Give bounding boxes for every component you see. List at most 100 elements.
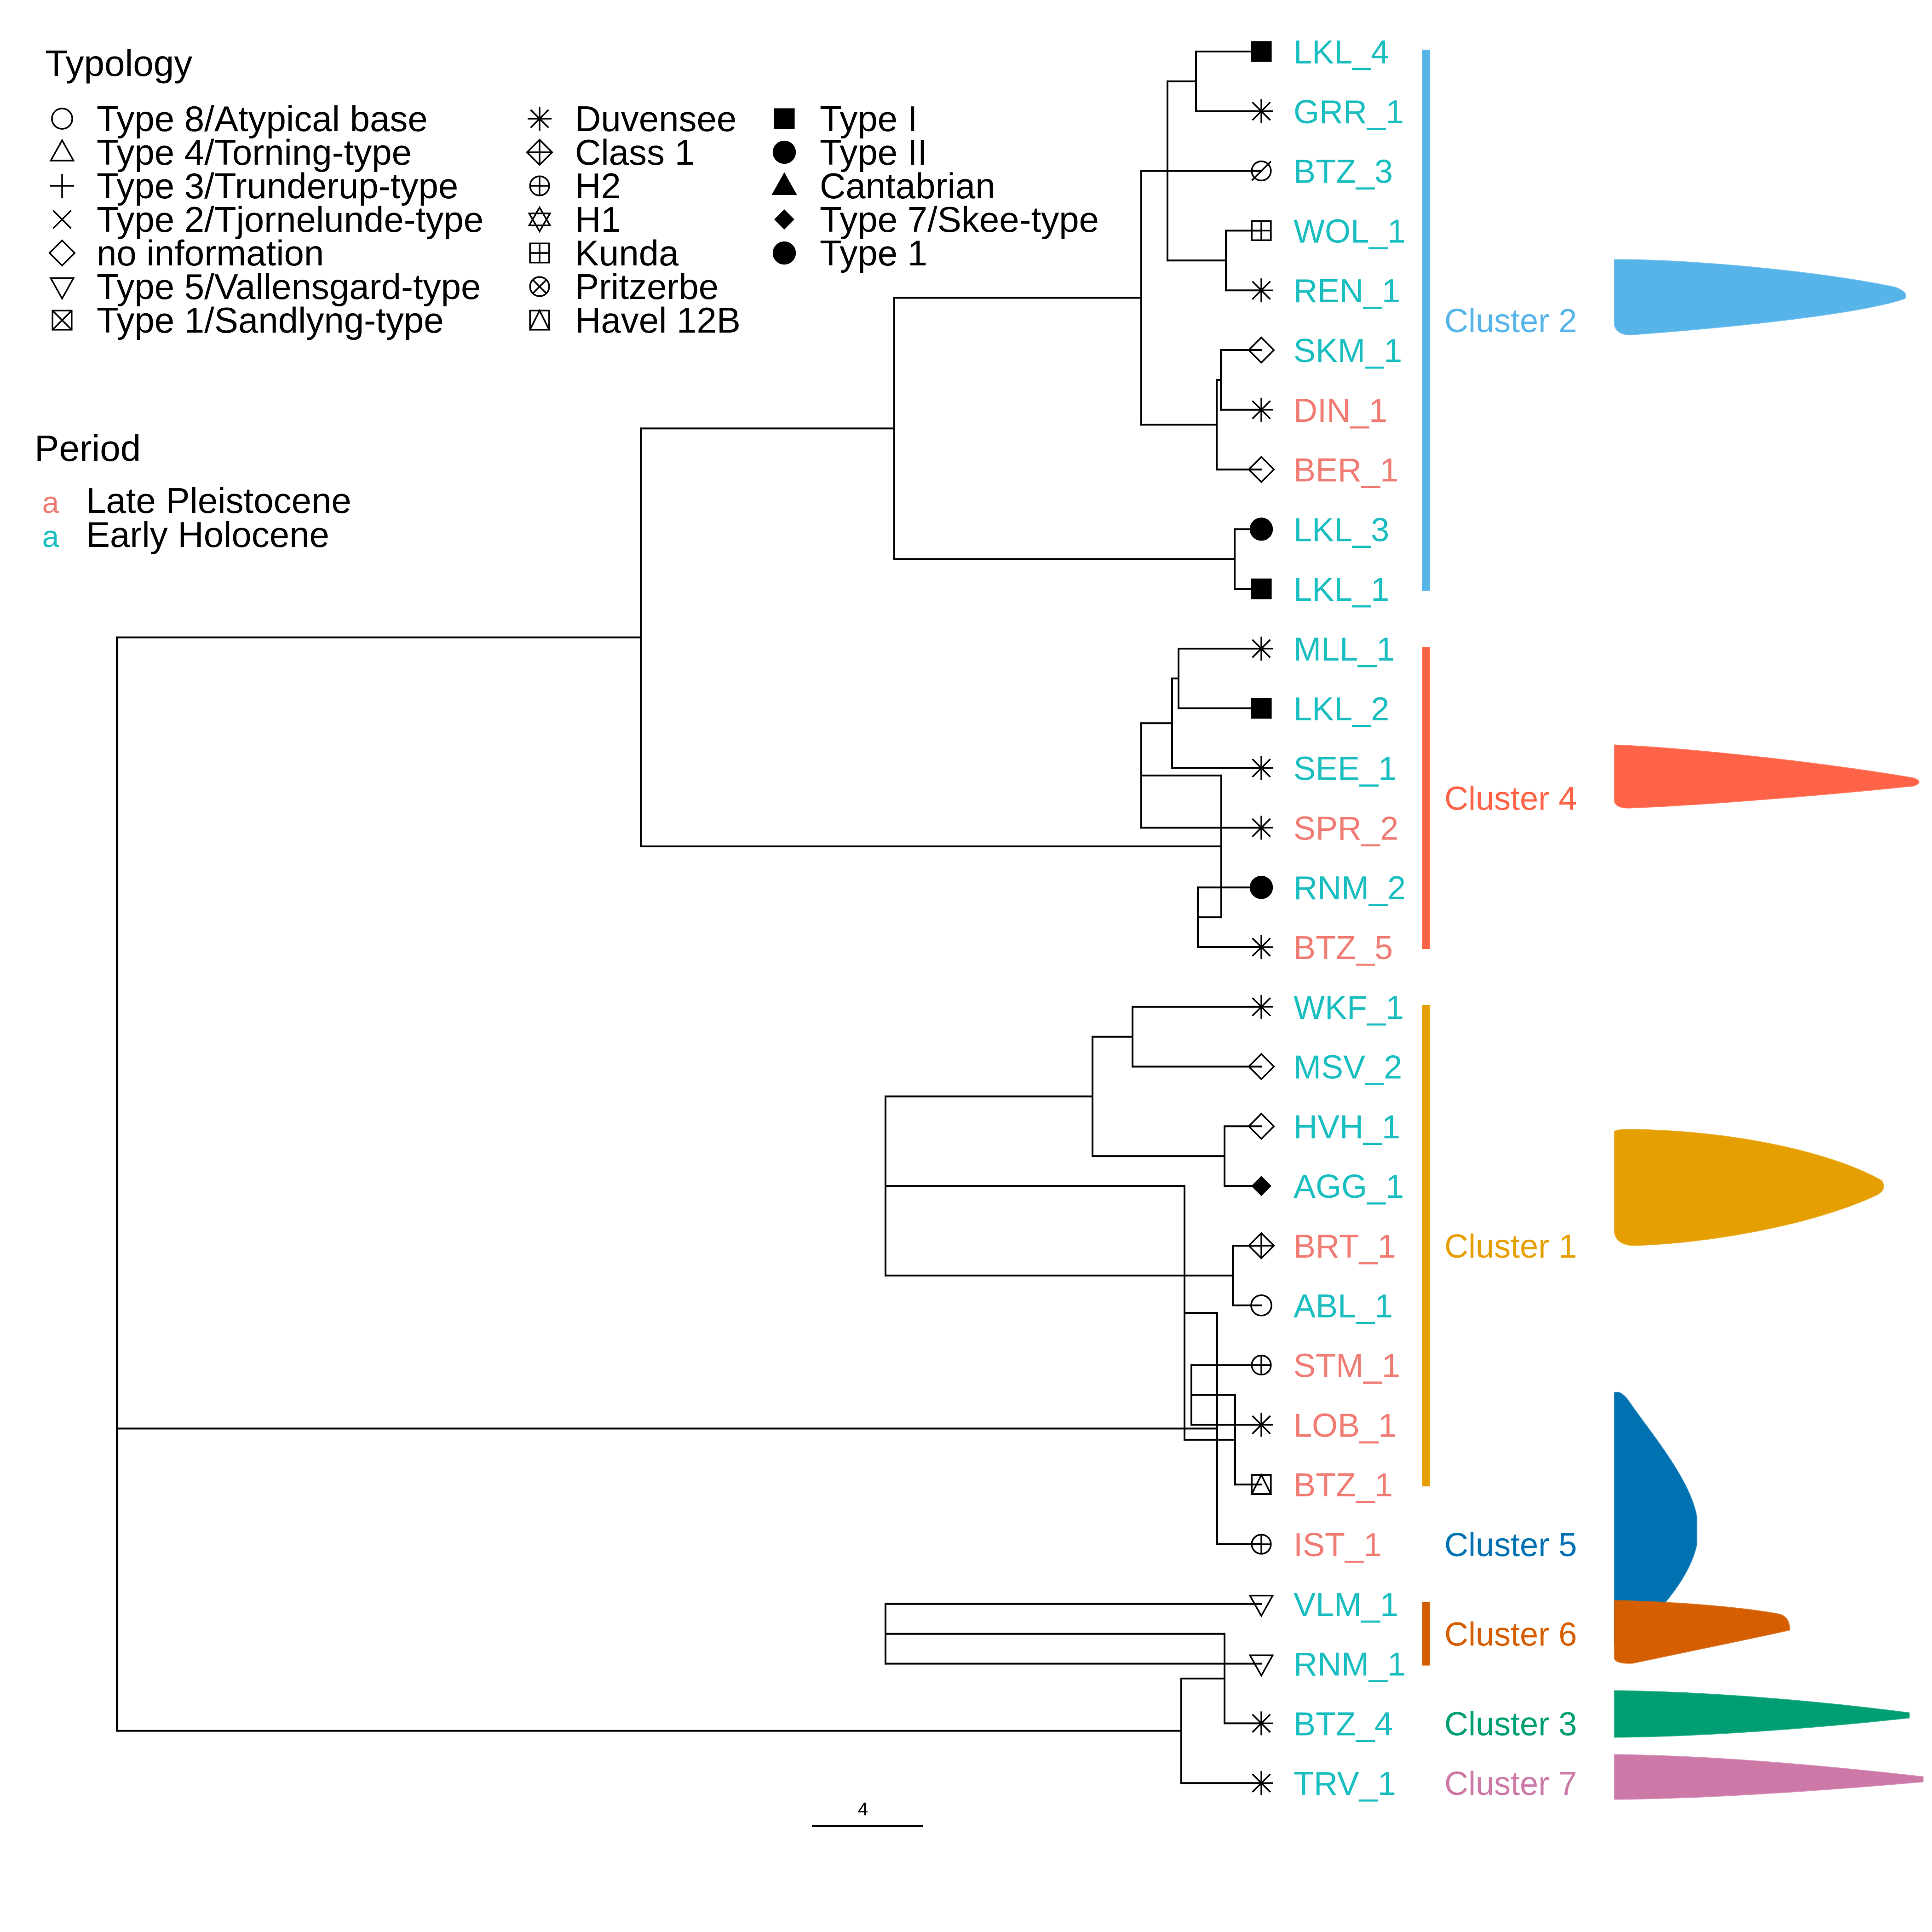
typology-legend-label: Havel 12B xyxy=(575,300,741,340)
square-triangle-icon xyxy=(529,309,551,331)
cluster-cluster-7: Cluster 7 xyxy=(1444,1754,1924,1802)
tree-tip: BRT_1 xyxy=(1248,1228,1396,1265)
scale-bar: 4 xyxy=(812,1799,923,1827)
star-of-david-icon xyxy=(528,206,552,233)
typology-legend-label: Pritzerbe xyxy=(575,266,719,307)
cluster-label: Cluster 1 xyxy=(1444,1228,1577,1265)
tip-label: RNM_2 xyxy=(1294,870,1406,907)
tip-label: LKL_3 xyxy=(1294,512,1389,548)
tree-tip: TRV_1 xyxy=(1249,1765,1396,1802)
triangle-down-open-icon xyxy=(1248,1654,1274,1678)
asterisk-icon xyxy=(1249,756,1273,780)
tree-tip: BTZ_1 xyxy=(1250,1467,1393,1504)
tip-label: WKF_1 xyxy=(1294,989,1404,1026)
cluster-outline-shape xyxy=(1614,744,1920,809)
tree-tip: BTZ_5 xyxy=(1249,930,1393,966)
cluster-cluster-5: Cluster 5 xyxy=(1444,1392,1697,1644)
square-filled-icon xyxy=(1251,698,1272,719)
tip-label: LKL_1 xyxy=(1294,571,1389,608)
typology-legend-item: Type I xyxy=(774,98,917,139)
typology-legend-label: Kunda xyxy=(575,233,679,273)
typology-legend-item: Type 4/Torning-type xyxy=(49,132,412,172)
cluster-outline-shape xyxy=(1614,1690,1910,1738)
typology-legend-item: no information xyxy=(48,233,324,273)
tree-tip: SKM_1 xyxy=(1248,333,1402,369)
cluster-outline-shape xyxy=(1614,259,1906,335)
asterisk-icon xyxy=(1249,995,1273,1019)
cluster-label: Cluster 2 xyxy=(1444,303,1577,339)
tip-label: MSV_2 xyxy=(1294,1049,1402,1086)
tip-label: RNM_1 xyxy=(1294,1646,1406,1683)
asterisk-icon xyxy=(1249,1771,1273,1795)
cluster-label: Cluster 5 xyxy=(1444,1527,1577,1564)
tree-tip: BTZ_3 xyxy=(1251,154,1393,190)
period-legend-item: a Late Pleistocene xyxy=(42,480,351,521)
tip-label: BTZ_5 xyxy=(1294,930,1393,966)
tip-label: MLL_1 xyxy=(1294,631,1395,668)
square-filled-icon xyxy=(1251,41,1272,62)
cluster-cluster-2: Cluster 2 xyxy=(1422,50,1906,591)
tip-label: BER_1 xyxy=(1294,452,1398,489)
typology-legend-label: Type 7/Skee-type xyxy=(820,199,1099,240)
period-legend-item: a Early Holocene xyxy=(42,514,329,555)
tree-tip: IST_1 xyxy=(1251,1527,1382,1564)
square-filled-icon xyxy=(1251,578,1272,599)
tree-tip: LKL_3 xyxy=(1249,512,1389,548)
tip-label: AGG_1 xyxy=(1294,1168,1404,1205)
tree-tip: RNM_2 xyxy=(1249,870,1406,907)
tree-tip: WKF_1 xyxy=(1249,989,1404,1026)
circle-filled-icon xyxy=(772,140,796,164)
circle-filled-icon xyxy=(1249,518,1273,541)
typology-legend-label: H2 xyxy=(575,166,621,206)
diamond-open-icon xyxy=(48,239,76,267)
square-plus-icon xyxy=(529,242,550,264)
tree-tip: LKL_4 xyxy=(1251,34,1389,71)
cross-icon xyxy=(52,210,72,229)
cluster-cluster-4: Cluster 4 xyxy=(1422,647,1920,949)
tip-label: WOL_1 xyxy=(1294,213,1406,250)
triangle-down-open-icon xyxy=(1248,1594,1274,1618)
circle-x-icon xyxy=(529,276,550,297)
cluster-label: Cluster 6 xyxy=(1444,1616,1577,1653)
asterisk-icon xyxy=(1249,1711,1273,1736)
cluster-outline-shape xyxy=(1614,1600,1790,1664)
triangle-open-icon xyxy=(49,138,75,161)
asterisk-icon xyxy=(1249,397,1273,422)
typology-legend-label: Duvensee xyxy=(575,98,736,139)
typology-legend-item: Type 1/Sandlyng-type xyxy=(52,300,443,340)
tree-tip: STM_1 xyxy=(1251,1348,1400,1385)
tree-tip: MLL_1 xyxy=(1249,631,1395,668)
tip-label: LKL_2 xyxy=(1294,691,1389,728)
circle-plus-icon xyxy=(529,175,550,196)
tip-label: ABL_1 xyxy=(1294,1288,1393,1325)
tree-tip: LKL_1 xyxy=(1251,571,1389,608)
tree-tip: HVH_1 xyxy=(1248,1109,1400,1145)
square-filled-icon xyxy=(774,108,795,129)
typology-legend-label: Type 8/Atypical base xyxy=(97,98,428,139)
asterisk-icon xyxy=(528,107,552,131)
tip-label: BTZ_3 xyxy=(1294,154,1393,190)
tree-tip: VLM_1 xyxy=(1248,1587,1398,1623)
tree-tip: GRR_1 xyxy=(1249,94,1404,131)
tree-tip: ABL_1 xyxy=(1250,1288,1393,1325)
tip-label: STM_1 xyxy=(1294,1348,1400,1385)
cluster-outline-shape xyxy=(1614,1129,1884,1246)
tree-tip: WOL_1 xyxy=(1251,213,1406,250)
typology-legend-item: Kunda xyxy=(529,233,679,273)
cluster-cluster-6: Cluster 6 xyxy=(1422,1600,1790,1666)
period-legend: Period a Late Pleistocene a Early Holocene xyxy=(34,428,351,555)
tip-label: HVH_1 xyxy=(1294,1109,1400,1145)
typology-legend-label: Cantabrian xyxy=(820,166,995,206)
tree-tip: SPR_2 xyxy=(1249,810,1398,847)
triangle-filled-icon xyxy=(771,172,797,195)
square-plus-icon xyxy=(1251,220,1272,241)
plus-icon xyxy=(50,174,74,198)
asterisk-icon xyxy=(1249,637,1273,661)
typology-legend-item: Class 1 xyxy=(526,132,695,172)
tree-tip: LKL_2 xyxy=(1251,691,1389,728)
typology-legend-item: H2 xyxy=(529,166,621,206)
diamond-plus-icon xyxy=(1248,1232,1275,1259)
typology-legend-item: Pritzerbe xyxy=(529,266,719,307)
period-legend-title: Period xyxy=(34,428,141,469)
